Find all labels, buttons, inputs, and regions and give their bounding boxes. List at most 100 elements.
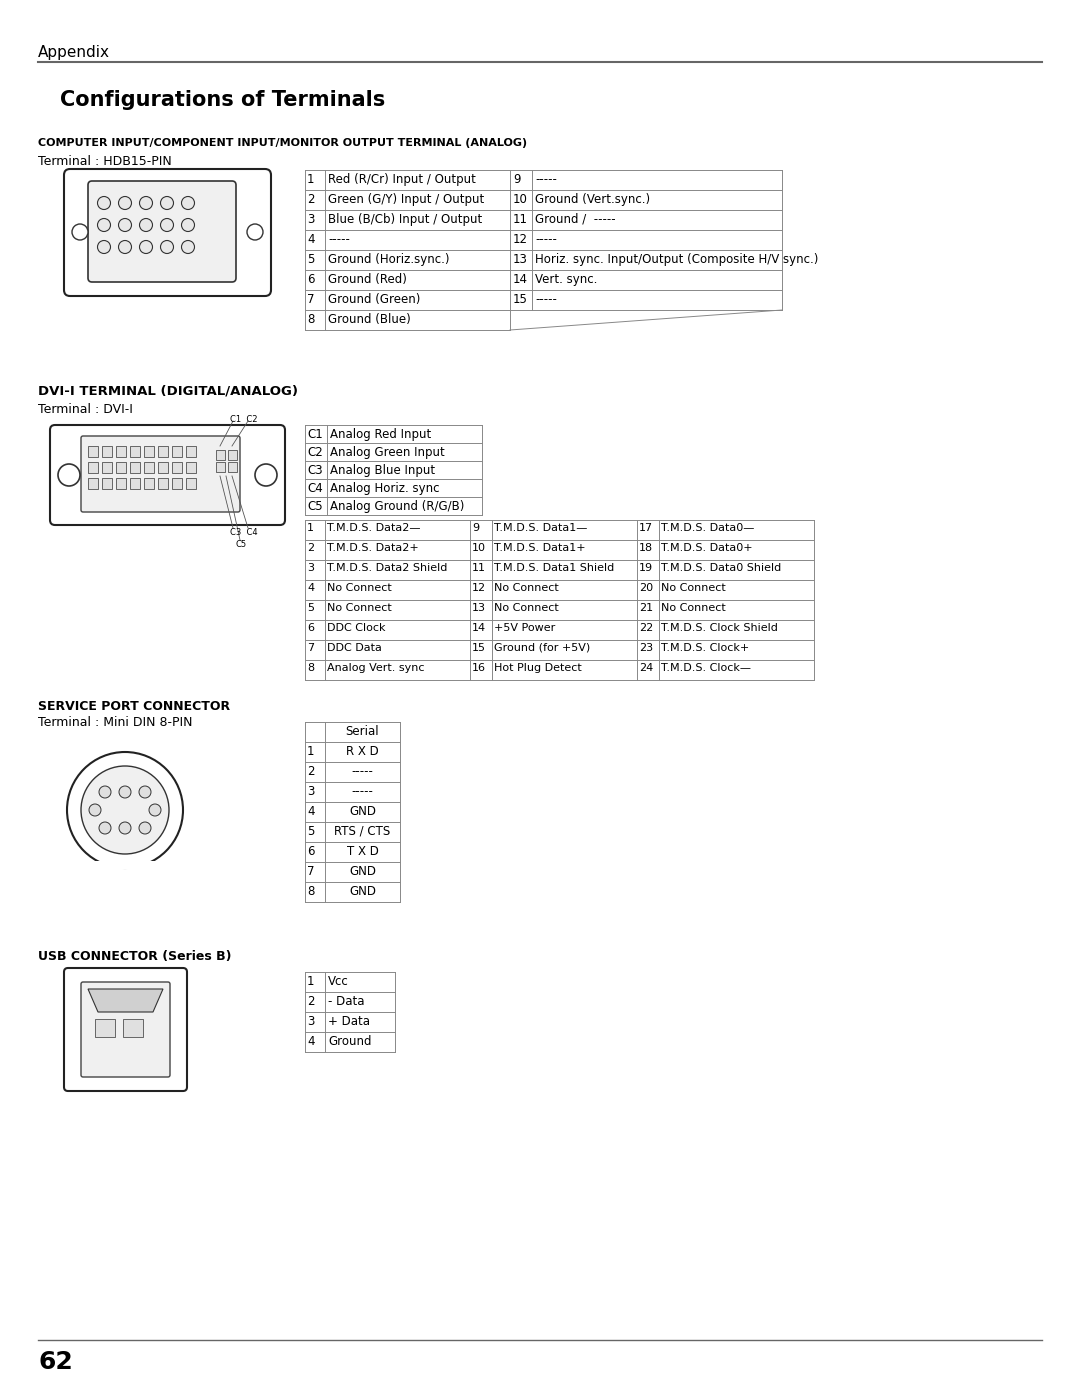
Bar [172,462,183,474]
Text: Vert. sync.: Vert. sync. [535,272,597,286]
Text: C3: C3 [307,464,323,476]
Bar [172,446,183,457]
Bar [172,478,183,489]
Circle shape [99,787,111,798]
FancyBboxPatch shape [81,982,170,1077]
Text: T.M.D.S. Clock+: T.M.D.S. Clock+ [661,643,750,652]
Text: No Connect: No Connect [661,604,726,613]
Circle shape [161,218,174,232]
Text: 14: 14 [513,272,528,286]
Text: Analog Green Input: Analog Green Input [330,446,445,460]
Text: C3  C4: C3 C4 [230,528,258,536]
Text: Analog Horiz. sync: Analog Horiz. sync [330,482,440,495]
Circle shape [161,197,174,210]
Text: - Data: - Data [328,995,365,1009]
Circle shape [139,240,152,253]
Text: 1: 1 [307,173,314,186]
Circle shape [181,218,194,232]
Circle shape [161,240,174,253]
Text: Analog Vert. sync: Analog Vert. sync [327,664,424,673]
Text: T.M.D.S. Data1 Shield: T.M.D.S. Data1 Shield [494,563,615,573]
Text: 8: 8 [307,664,314,673]
Text: -----: ----- [328,233,350,246]
Circle shape [119,197,132,210]
FancyBboxPatch shape [64,169,271,296]
Circle shape [139,787,151,798]
Text: 21: 21 [639,604,653,613]
Text: 4: 4 [307,1035,314,1048]
Text: -----: ----- [352,785,374,798]
Text: DVI-I TERMINAL (DIGITAL/ANALOG): DVI-I TERMINAL (DIGITAL/ANALOG) [38,386,298,398]
Text: -----: ----- [535,173,557,186]
Text: Horiz. sync. Input/Output (Composite H/V sync.): Horiz. sync. Input/Output (Composite H/V… [535,253,819,265]
Circle shape [149,805,161,816]
Bar [102,478,112,489]
Text: C2: C2 [307,446,323,460]
Circle shape [181,240,194,253]
FancyBboxPatch shape [50,425,285,525]
Circle shape [81,766,168,854]
Bar [158,462,168,474]
Bar [186,478,195,489]
Text: Ground (for +5V): Ground (for +5V) [494,643,591,652]
Text: Analog Red Input: Analog Red Input [330,427,431,441]
Circle shape [119,218,132,232]
Text: 7: 7 [307,865,314,877]
Text: 5: 5 [307,826,314,838]
Text: 3: 3 [307,563,314,573]
Text: 2: 2 [307,543,314,553]
Text: No Connect: No Connect [327,583,392,592]
Bar [123,1018,143,1037]
Bar [95,1018,114,1037]
Text: 6: 6 [307,272,314,286]
Text: Green (G/Y) Input / Output: Green (G/Y) Input / Output [328,193,484,205]
Bar [67,861,183,869]
Text: 6: 6 [307,623,314,633]
Text: Analog Blue Input: Analog Blue Input [330,464,435,476]
Text: Hot Plug Detect: Hot Plug Detect [494,664,582,673]
Bar [228,450,237,460]
Circle shape [97,240,110,253]
Text: 5: 5 [307,604,314,613]
Circle shape [119,240,132,253]
Text: T.M.D.S. Clock Shield: T.M.D.S. Clock Shield [661,623,778,633]
Text: Appendix: Appendix [38,45,110,60]
Text: 15: 15 [513,293,528,306]
Circle shape [97,197,110,210]
Text: 7: 7 [307,293,314,306]
Circle shape [58,464,80,486]
Bar [216,462,225,472]
Text: 16: 16 [472,664,486,673]
Circle shape [181,197,194,210]
Bar [186,462,195,474]
Bar [228,462,237,472]
Text: No Connect: No Connect [327,604,392,613]
Bar [158,446,168,457]
Bar [116,446,126,457]
Bar [186,446,195,457]
Circle shape [67,752,183,868]
Text: 13: 13 [513,253,528,265]
Text: No Connect: No Connect [661,583,726,592]
Text: DDC Clock: DDC Clock [327,623,386,633]
Text: T X D: T X D [347,845,378,858]
Text: 15: 15 [472,643,486,652]
Text: 3: 3 [307,212,314,226]
Text: -----: ----- [352,766,374,778]
Text: 19: 19 [639,563,653,573]
Text: T.M.D.S. Data1+: T.M.D.S. Data1+ [494,543,585,553]
Text: COMPUTER INPUT/COMPONENT INPUT/MONITOR OUTPUT TERMINAL (ANALOG): COMPUTER INPUT/COMPONENT INPUT/MONITOR O… [38,138,527,148]
Bar [130,478,140,489]
Circle shape [247,224,264,240]
Text: 7: 7 [307,643,314,652]
Text: C5: C5 [235,541,246,549]
Text: 4: 4 [307,805,314,819]
Bar [116,462,126,474]
Text: Ground (Blue): Ground (Blue) [328,313,410,326]
Text: No Connect: No Connect [494,583,558,592]
Text: Ground (Red): Ground (Red) [328,272,407,286]
Text: 1: 1 [307,745,314,759]
Text: Terminal : DVI-I: Terminal : DVI-I [38,402,133,416]
Text: T.M.D.S. Data1—: T.M.D.S. Data1— [494,522,588,534]
Text: T.M.D.S. Data2—: T.M.D.S. Data2— [327,522,420,534]
